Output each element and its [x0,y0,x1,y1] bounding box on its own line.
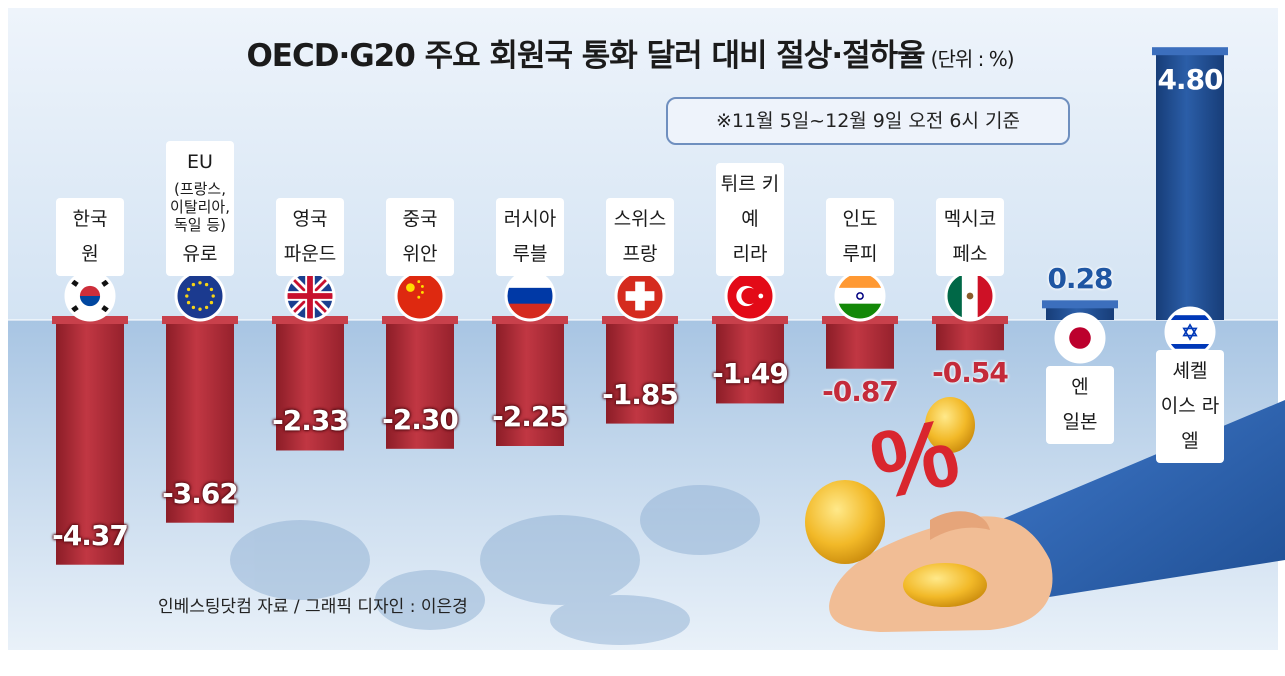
currency-label-line1: 셰켈 [1172,360,1208,382]
bar-rect [386,320,454,449]
data-label: -0.54 [932,356,1009,390]
currency-label-line2: 루블 [512,242,548,265]
thumb [930,511,990,540]
currency-label-line2: 파운드 [283,242,337,265]
russia-flag-icon [504,270,556,322]
bar-rect [276,320,344,451]
unit-label: (단위 : %) [930,47,1015,71]
bar [1042,300,1118,320]
switzerland-flag-icon [614,270,666,322]
currency-label-line1: 스위스 [613,207,667,230]
bar-rect [826,320,894,369]
eu-flag-icon [174,270,226,322]
currency-label-line2: 위안 [402,242,438,265]
currency-label-line2: 루피 [842,242,878,265]
currency-label-line1: 멕시코 [943,207,997,230]
coin [903,563,987,607]
currency-label-line1: 영국 [292,207,328,230]
israel-flag-icon [1164,306,1216,358]
data-label: -4.37 [52,518,129,552]
currency-label-line1: 인도 [842,207,878,230]
bar-rect [496,320,564,446]
data-label: -3.62 [162,476,239,510]
data-label: -2.33 [272,404,349,438]
bar-rect [936,320,1004,351]
data-label: -2.30 [382,402,459,436]
date-note: ※11월 5일~12월 9일 오전 6시 기준 [666,97,1070,145]
currency-label-line2: 이스 라엘 [1160,395,1220,453]
korea-flag-icon [64,270,116,322]
bar [822,316,898,369]
bar-rect [166,320,234,523]
currency-label-line1: 중국 [402,207,438,230]
coin [805,480,885,564]
bar-rect [606,320,674,424]
currency-label: EU (프랑스, 이탈리아, 독일 등) 유로 [166,140,234,276]
source-credit: 인베스팅닷컴 자료 / 그래픽 디자인 : 이은경 [158,597,468,617]
currency-label-line2: 유로 [182,242,218,265]
mexico-flag-icon [944,270,996,322]
data-label: 4.80 [1157,63,1223,97]
bar-rect [56,320,124,565]
currency-label-line1: 한국 [72,207,108,230]
currency-label-line2: 프랑 [622,242,658,265]
uk-flag-icon [284,270,336,322]
bar [1152,47,1228,320]
currency-label-sub: (프랑스, 이탈리아, 독일 등) [170,179,230,234]
india-flag-icon [834,270,886,322]
bar-rect [716,320,784,404]
currency-label-line2: 리라 [732,242,768,265]
currency-label-line2: 일본 [1062,411,1098,434]
currency-label-line2: 페소 [952,242,988,265]
china-flag-icon [394,270,446,322]
bar-cap [1042,300,1118,309]
data-label: -1.85 [602,377,679,411]
data-label: 0.28 [1047,262,1113,296]
turkey-flag-icon [724,270,776,322]
bar-cap [1152,47,1228,56]
data-label: -0.87 [822,374,899,408]
currency-label-line1: 튀르 키예 [720,172,780,230]
currency-label-line1: 엔 [1071,376,1089,398]
bar [492,316,568,446]
currency-label-line1: EU [187,150,213,173]
chart-title: OECD·G20 주요 회원국 통화 달러 대비 절상·절하율 (단위 : %) [246,38,1015,74]
bar-rect [1156,51,1224,320]
data-label: -1.49 [712,357,789,391]
currency-label-line2: 원 [81,242,99,265]
japan-flag-icon [1054,312,1106,364]
coin [925,397,975,453]
bar [52,316,128,565]
currency-label-line1: 러시아 [503,207,557,230]
data-label: -2.25 [492,400,569,433]
world-map-decoration [230,485,760,645]
